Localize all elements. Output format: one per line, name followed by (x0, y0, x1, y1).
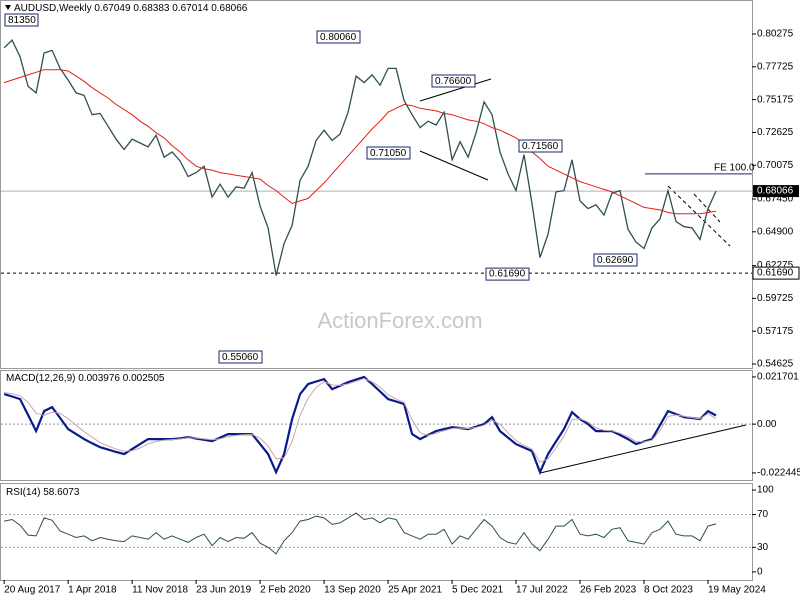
x-tick-label: 5 Dec 2021 (452, 585, 504, 596)
y-tick-label: 0.00 (757, 419, 777, 430)
annotation-box (431, 74, 476, 88)
high: 0.68383 (133, 3, 170, 14)
annotation-box (518, 139, 563, 153)
price-axis-label: 0.68066 (757, 186, 794, 197)
annotation-box (4, 13, 39, 27)
watermark: ActionForex.com (317, 308, 482, 333)
annotation: 0.62690 (597, 255, 634, 266)
rsi-title: RSI(14) (6, 487, 40, 498)
series-line (3, 69, 717, 215)
y-tick-label: 0.72625 (757, 127, 794, 138)
x-tick-label: 11 Nov 2018 (132, 585, 188, 596)
y-tick-label: 0.021701 (757, 372, 799, 383)
rsi-value: 58.6073 (43, 487, 80, 498)
y-tick-label: 0.70075 (757, 160, 794, 171)
support-axis-label: 0.61690 (757, 268, 794, 279)
series-line (3, 39, 717, 276)
signal-value: 0.002505 (123, 373, 165, 384)
annotation-box (218, 350, 263, 364)
annotation-box (593, 253, 638, 267)
y-tick-label: 0.57175 (757, 326, 794, 337)
close: 0.68066 (211, 3, 248, 14)
y-tick-label: 0 (757, 567, 763, 578)
y-tick-label: 0.77725 (757, 61, 794, 72)
low: 0.67014 (172, 3, 209, 14)
x-tick-label: 8 Oct 2023 (644, 585, 693, 596)
price-panel (0, 0, 753, 369)
x-tick-label: 2 Feb 2020 (260, 585, 311, 596)
price-label-box (753, 185, 799, 198)
y-tick-label: -0.022445 (757, 468, 800, 479)
menu-arrow (5, 5, 11, 10)
annotation: 0.55060 (222, 352, 259, 363)
x-tick-label: 23 Jun 2019 (196, 585, 251, 596)
trend-line (667, 185, 731, 247)
y-tick-label: 0.67450 (757, 194, 794, 205)
annotation: 81350 (8, 15, 36, 26)
series-line (4, 377, 717, 463)
trend-line (539, 424, 747, 474)
y-tick-label: 0.54625 (757, 359, 794, 370)
rsi-panel (0, 483, 753, 581)
series-line (3, 375, 717, 476)
annotation-box (485, 267, 530, 281)
y-tick-label: 0.62275 (757, 260, 794, 271)
macd-title: MACD(12,26,9) (6, 373, 75, 384)
chart-header: AUDUSD,Weekly 0.67049 0.68383 0.67014 0.… (14, 3, 248, 14)
y-tick-label: 0.64900 (757, 226, 794, 237)
annotation: 0.80060 (320, 32, 357, 43)
annotation: 0.61690 (489, 269, 526, 280)
open: 0.67049 (94, 3, 131, 14)
y-tick-label: 30 (757, 542, 769, 553)
x-tick-label: 17 Jul 2022 (516, 585, 568, 596)
x-tick-label: 26 Feb 2023 (580, 585, 637, 596)
symbol: AUDUSD,Weekly (14, 3, 92, 14)
fe-label: FE 100.0 (714, 163, 755, 174)
trend-line (419, 150, 489, 181)
annotation: 0.71560 (522, 141, 559, 152)
annotation: 0.71050 (370, 148, 407, 159)
y-tick-label: 0.80275 (757, 29, 794, 40)
y-tick-label: 100 (757, 485, 774, 496)
y-tick-label: 0.59725 (757, 293, 794, 304)
x-tick-label: 20 Aug 2017 (4, 585, 61, 596)
annotation-box (316, 30, 361, 44)
y-tick-label: 70 (757, 509, 769, 520)
macd-panel (0, 370, 753, 481)
x-tick-label: 25 Apr 2021 (388, 585, 442, 596)
trend-line (693, 193, 721, 223)
x-tick-label: 13 Sep 2020 (324, 585, 381, 596)
series-line (4, 512, 717, 555)
annotation-box (366, 146, 411, 160)
macd-header: MACD(12,26,9) 0.003976 0.002505 (6, 373, 165, 384)
x-tick-label: 19 May 2024 (708, 585, 766, 596)
y-tick-label: 0.75175 (757, 94, 794, 105)
annotation: 0.76600 (435, 76, 472, 87)
rsi-header: RSI(14) 58.6073 (6, 487, 80, 498)
x-tick-label: 1 Apr 2018 (68, 585, 117, 596)
support-label-box (752, 266, 800, 280)
macd-value: 0.003976 (78, 373, 120, 384)
trend-line (419, 78, 492, 102)
